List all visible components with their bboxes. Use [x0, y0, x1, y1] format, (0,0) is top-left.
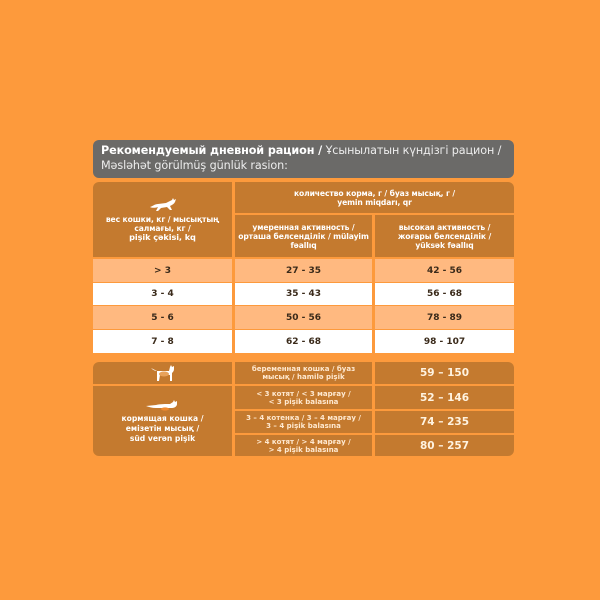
amount-header-line2: yemin miqdarı, qr — [337, 197, 412, 207]
title-bold: Рекомендуемый дневной рацион / — [101, 144, 323, 157]
table-row-high: 42 - 56 — [375, 259, 514, 282]
row-label-line1: 3 – 4 котенка / 3 – 4 марғау / — [246, 414, 361, 422]
feeding-guide-title: Рекомендуемый дневной рацион / Ұсынылаты… — [93, 140, 514, 178]
moderate-activity-header: умеренная активность / орташа белсенділі… — [235, 215, 372, 257]
row-label-line1: < 3 котят / < 3 марғау / — [256, 389, 351, 398]
table-row-weight: 5 - 6 — [93, 306, 232, 329]
row-label-line2: 3 – 4 pişik balasına — [266, 422, 341, 430]
weight-header-line3: pişik çəkisi, kq — [129, 231, 196, 242]
title-rest: Ұсынылатын күндізгі рацион / — [322, 144, 502, 157]
high-header-line2: жоғары белсенділік / — [397, 231, 492, 241]
pregnant-cat-icon — [150, 365, 174, 381]
nursing-label-line2: емізетін мысық / — [125, 423, 200, 433]
moderate-header-line2: орташа белсенділік / mülayim — [238, 231, 369, 241]
pregnant-cat-cell — [93, 362, 232, 384]
weight-header-line2: салмағы, кг / — [134, 223, 191, 233]
pregnant-value: 59 – 150 — [375, 362, 514, 384]
table-row-moderate: 62 - 68 — [235, 330, 372, 353]
nursing-cat-icon — [145, 399, 177, 411]
weight-header: вес кошки, кг / мысықтың салмағы, кг / p… — [93, 182, 232, 257]
title-line2: Məsləhət görülmüş günlük rasion: — [101, 159, 288, 172]
table-row-moderate: 27 - 35 — [235, 259, 372, 282]
kittens-3-4-value: 74 – 235 — [375, 411, 514, 433]
nursing-cat-cell: кормящая кошка / емізетін мысық / süd ve… — [93, 386, 232, 456]
amount-header-line1: количество корма, г / буаз мысық, г / — [293, 188, 456, 198]
table-row-high: 56 - 68 — [375, 283, 514, 305]
moderate-header-line1: умеренная активность / — [252, 222, 355, 232]
kittens-lt3-label: < 3 котят / < 3 марғау / < 3 pişik balas… — [235, 386, 372, 409]
pregnant-label: беременная кошка / буаз мысық / hamilə p… — [235, 362, 372, 384]
table-row-moderate: 35 - 43 — [235, 283, 372, 305]
kittens-gt4-label: > 4 котят / > 4 марғау / > 4 pişik balas… — [235, 435, 372, 456]
row-label-line1: > 4 котят / > 4 марғау / — [256, 437, 351, 446]
table-row-high: 98 - 107 — [375, 330, 514, 353]
nursing-label-line3: süd verən pişik — [129, 433, 196, 443]
row-label-line2: > 4 pişik balasına — [268, 445, 339, 454]
running-cat-icon — [149, 197, 176, 211]
kittens-gt4-value: 80 – 257 — [375, 435, 514, 456]
row-label-line2: < 3 pişik balasına — [268, 397, 339, 406]
kittens-lt3-value: 52 – 146 — [375, 386, 514, 409]
kittens-3-4-label: 3 – 4 котенка / 3 – 4 марғау / 3 – 4 piş… — [235, 411, 372, 433]
row-label-line1: беременная кошка / буаз — [251, 365, 356, 373]
nursing-label-line1: кормящая кошка / — [121, 413, 204, 423]
high-activity-header: высокая активность / жоғары белсенділік … — [375, 215, 514, 257]
moderate-header-line3: fəallıq — [290, 240, 317, 250]
table-row-weight: 3 - 4 — [93, 283, 232, 305]
amount-header: количество корма, г / буаз мысық, г / ye… — [235, 182, 514, 213]
table-row-weight: 7 - 8 — [93, 330, 232, 353]
weight-header-line1: вес кошки, кг / мысықтың — [105, 214, 220, 224]
row-label-line2: мысық / hamilə pişik — [262, 373, 345, 381]
table-row-high: 78 - 89 — [375, 306, 514, 329]
high-header-line3: yüksək fəallıq — [415, 240, 474, 250]
high-header-line1: высокая активность / — [398, 222, 491, 232]
table-row-weight: > 3 — [93, 259, 232, 282]
table-row-moderate: 50 - 56 — [235, 306, 372, 329]
